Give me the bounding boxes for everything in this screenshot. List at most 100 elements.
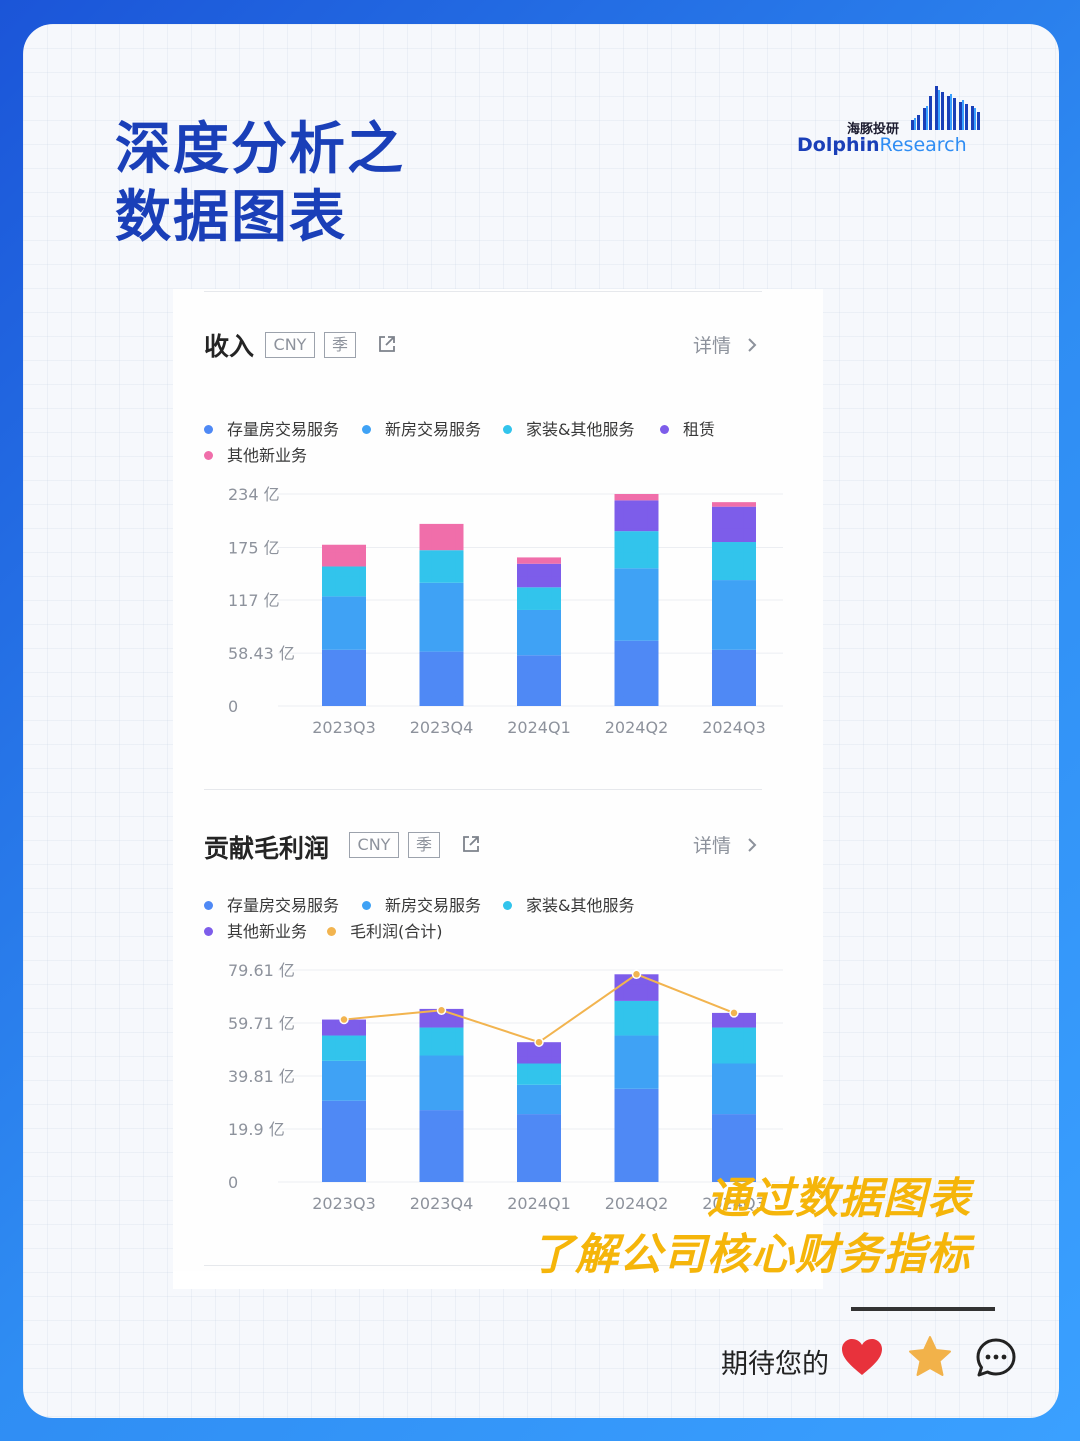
bar-segment: [712, 1012, 756, 1028]
legend-dot: [503, 425, 512, 434]
headline-line1: 深度分析之: [115, 117, 405, 182]
line-point: [729, 1008, 739, 1018]
legend-item-2[interactable]: 新房交易服务: [362, 892, 481, 916]
legend-item-4[interactable]: 租赁: [660, 416, 715, 440]
legend-item-3[interactable]: 家装&其他服务: [503, 416, 634, 440]
bar-segment: [517, 655, 561, 706]
legend-label: 存量房交易服务: [227, 420, 340, 439]
legend-dot: [503, 901, 512, 910]
bar-segment: [322, 596, 366, 650]
bar-segment: [614, 1035, 659, 1089]
revenue-chart: 0 58.43 亿 117 亿 175 亿 234 亿 2023Q3 2023Q4 2024Q…: [228, 485, 783, 737]
bar-segment: [322, 1035, 366, 1061]
x-tick-label: 2024Q1: [507, 1194, 571, 1213]
bar-segment: [614, 1088, 659, 1182]
y-tick-label: 39.81 亿: [228, 1067, 295, 1086]
x-tick-label: 2024Q3: [702, 1194, 766, 1213]
y-tick-label: 0: [228, 697, 238, 716]
external-link-icon[interactable]: [461, 834, 481, 854]
bar-segment: [517, 609, 561, 656]
slogan-line1: 通过数据图表: [707, 1174, 971, 1224]
profit-total-line: [343, 973, 735, 1044]
external-link-icon[interactable]: [377, 334, 397, 354]
bar-segment: [712, 649, 756, 706]
legend-label: 毛利润(合计): [350, 922, 443, 941]
revenue-title: 收入: [204, 332, 255, 361]
legend-label: 家装&其他服务: [526, 896, 635, 915]
bar-segment: [712, 502, 756, 507]
bar-segment: [517, 1042, 561, 1064]
legend-item-5[interactable]: 其他新业务: [204, 442, 307, 466]
headline: 深度分析之 数据图表: [115, 116, 405, 252]
legend-label: 租赁: [683, 420, 716, 439]
profit-detail-link[interactable]: 详情: [693, 831, 759, 858]
bar-segment: [517, 1063, 561, 1085]
heart-icon[interactable]: [840, 1337, 884, 1377]
bar-segment: [517, 557, 561, 564]
bar-segment: [614, 1000, 659, 1036]
bar-segment: [614, 500, 659, 532]
star-icon[interactable]: [907, 1335, 953, 1379]
bar-segment: [614, 494, 659, 501]
bar-segment: [419, 1055, 464, 1111]
bar-segment: [517, 1084, 561, 1115]
y-tick-label: 234 亿: [228, 485, 280, 504]
comment-icon[interactable]: [975, 1337, 1017, 1379]
legend-dot: [204, 425, 213, 434]
legend-dot: [362, 425, 371, 434]
legend-item-2[interactable]: 新房交易服务: [362, 416, 481, 440]
revenue-period-tag[interactable]: 季: [324, 332, 356, 358]
revenue-detail-link[interactable]: 详情: [693, 331, 759, 358]
bar-segment: [712, 506, 756, 543]
bar-segment: [322, 1019, 366, 1036]
brand-research: Research: [879, 134, 967, 156]
chevron-right-icon: [748, 838, 757, 852]
bar-segment: [712, 1114, 756, 1182]
brand-logo: 海豚投研 DolphinResearch: [797, 82, 997, 162]
legend-item-5[interactable]: 毛利润(合计): [327, 918, 443, 942]
bar-segment: [712, 1063, 756, 1115]
x-tick-label: 2023Q4: [410, 1194, 474, 1213]
bar-segment: [517, 563, 561, 588]
bar-segment: [517, 1114, 561, 1182]
legend-dot: [362, 901, 371, 910]
brand-name-cn: 海豚投研: [847, 122, 900, 137]
legend-item-4[interactable]: 其他新业务: [204, 918, 307, 942]
revenue-detail-label: 详情: [693, 335, 732, 357]
line-point: [436, 1005, 447, 1015]
bar-segment: [419, 523, 464, 551]
legend-dot: [204, 901, 213, 910]
bar-segment: [419, 582, 464, 652]
brand-dolphin: Dolphin: [797, 134, 880, 156]
cta-text: 期待您的: [721, 1349, 829, 1380]
profit-currency-tag[interactable]: CNY: [349, 832, 399, 858]
legend-dot: [327, 927, 336, 936]
legend-label: 新房交易服务: [385, 896, 482, 915]
middle-divider: [204, 789, 762, 790]
legend-label: 其他新业务: [227, 446, 308, 465]
profit-period-tag[interactable]: 季: [408, 832, 440, 858]
x-tick-label: 2024Q3: [702, 718, 766, 737]
revenue-currency-tag[interactable]: CNY: [265, 332, 315, 358]
legend-label: 存量房交易服务: [227, 896, 340, 915]
legend-label: 新房交易服务: [385, 420, 482, 439]
brand-name-en: DolphinResearch: [797, 134, 967, 156]
legend-item-1[interactable]: 存量房交易服务: [204, 416, 339, 440]
bar-segment: [419, 550, 464, 583]
y-tick-label: 117 亿: [228, 591, 280, 610]
bar-segment: [712, 580, 756, 650]
slogan-line2: 了解公司核心财务指标: [531, 1230, 971, 1280]
legend-item-1[interactable]: 存量房交易服务: [204, 892, 339, 916]
headline-line2: 数据图表: [115, 185, 347, 250]
bar-segment: [614, 531, 659, 569]
bar-segment: [322, 649, 366, 706]
x-tick-label: 2024Q2: [605, 718, 669, 737]
bar-segment: [614, 568, 659, 641]
profit-title: 贡献毛利润: [204, 834, 330, 863]
legend-dot: [660, 425, 669, 434]
bar-segment: [712, 1027, 756, 1064]
legend-item-3[interactable]: 家装&其他服务: [503, 892, 634, 916]
bar-segment: [322, 544, 366, 567]
bar-segment: [517, 587, 561, 610]
skyline-logo-icon: [911, 86, 980, 130]
